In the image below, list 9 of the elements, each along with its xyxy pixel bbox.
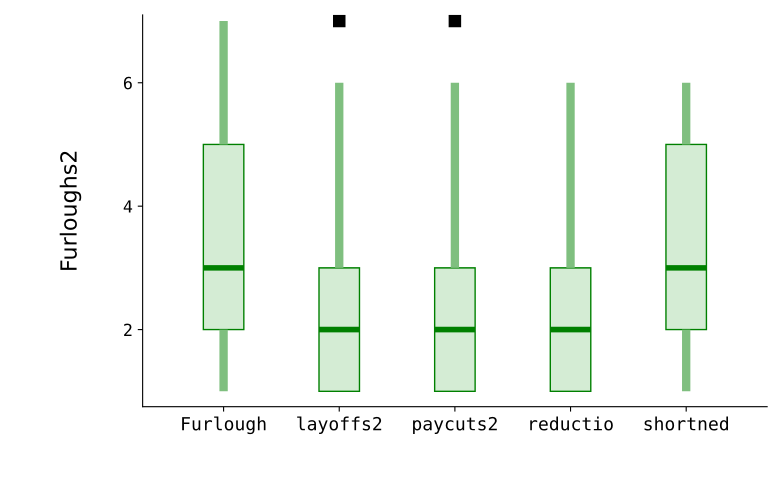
x-tick-label: paycuts2 — [413, 416, 497, 434]
x-tick-label: layoffs2 — [297, 416, 382, 434]
x-tick-label: Furlough — [182, 416, 266, 434]
y-tick-label: 2 — [124, 324, 132, 336]
x-tick-label: reductio — [530, 416, 613, 431]
y-tick-label: 4 — [124, 200, 132, 213]
y-tick-label: 6 — [124, 76, 132, 90]
x-tick-label: shortned — [644, 416, 728, 431]
y-axis-title: Furloughs2 — [60, 152, 82, 270]
